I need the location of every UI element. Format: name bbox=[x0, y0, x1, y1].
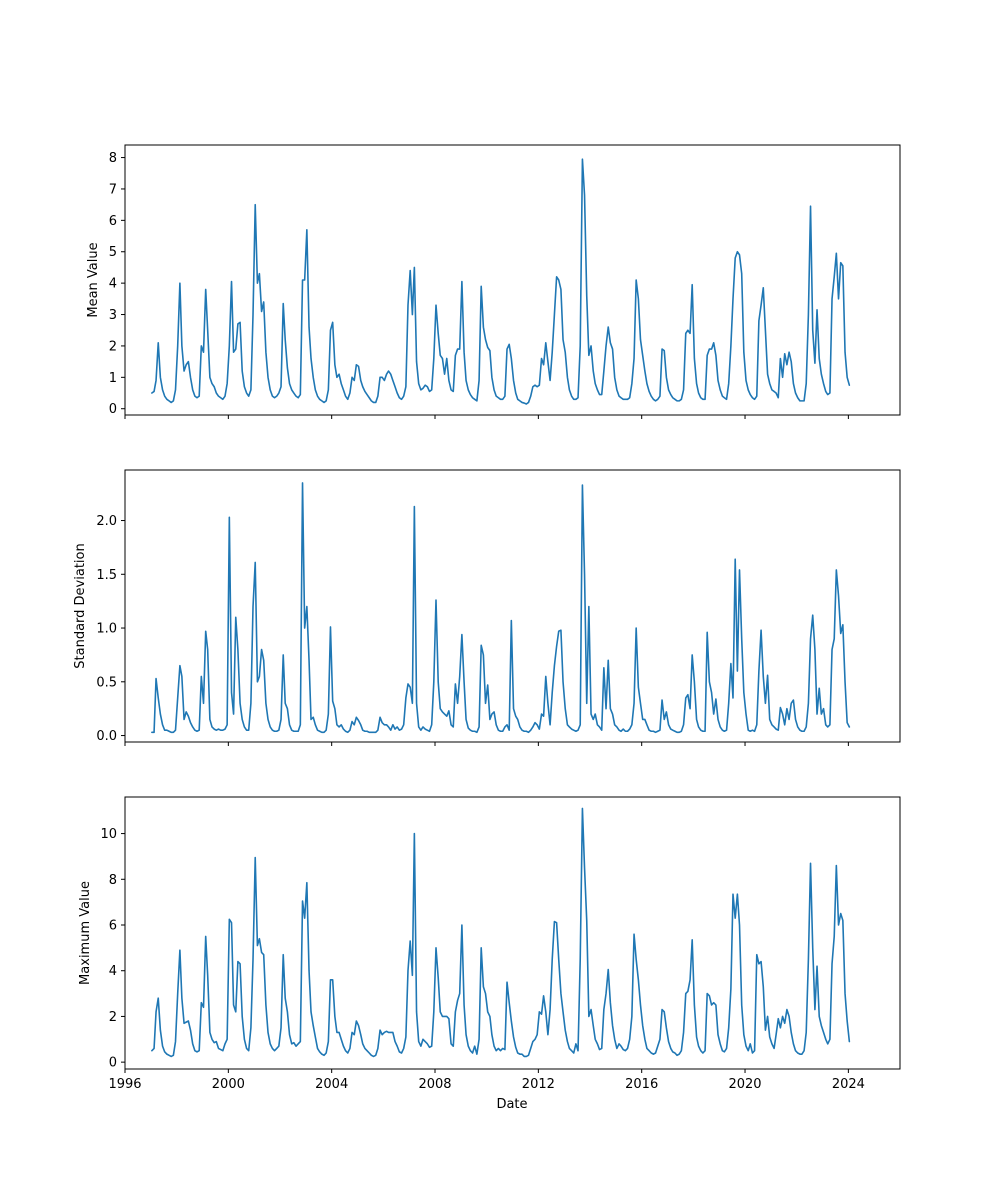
standard-deviation-panel: Standard Deviation 0.0 0.5 1.0 1.5 2.0 bbox=[73, 469, 901, 746]
mean-value-ytick-label: 0 bbox=[109, 402, 117, 417]
maximum-value-ytick-label: 8 bbox=[109, 873, 117, 888]
maximum-value-ytick-label: 10 bbox=[100, 827, 117, 842]
standard-deviation-axes-frame bbox=[124, 469, 901, 743]
mean-value-ytick-label: 8 bbox=[109, 151, 117, 166]
x-tick-label: 1996 bbox=[108, 1077, 141, 1092]
standard-deviation-series-line bbox=[151, 482, 851, 734]
standard-deviation-ytick-label: 0.0 bbox=[96, 729, 117, 744]
maximum-value-ylabel: Maximum Value bbox=[78, 881, 93, 985]
x-tick-label: 2016 bbox=[625, 1077, 658, 1092]
maximum-value-ytick-label: 2 bbox=[109, 1010, 117, 1025]
mean-value-ytick-label: 3 bbox=[109, 308, 117, 323]
mean-value-ytick-label: 2 bbox=[109, 339, 117, 354]
maximum-value-ytick-label: 6 bbox=[109, 919, 117, 934]
mean-value-panel: Mean Value 0 1 2 3 4 5 6 7 8 bbox=[86, 144, 901, 419]
standard-deviation-ytick-label: 1.0 bbox=[96, 622, 117, 637]
maximum-value-ytick-label: 4 bbox=[109, 964, 117, 979]
mean-value-ylabel: Mean Value bbox=[86, 242, 101, 317]
standard-deviation-ytick-label: 1.5 bbox=[96, 568, 117, 583]
x-tick-label: 2000 bbox=[212, 1077, 245, 1092]
maximum-value-ytick-label: 0 bbox=[109, 1056, 117, 1071]
x-tick-label: 2004 bbox=[315, 1077, 348, 1092]
x-tick-label: 2008 bbox=[418, 1077, 451, 1092]
maximum-value-series-line bbox=[151, 807, 851, 1058]
mean-value-series-line bbox=[151, 158, 851, 405]
standard-deviation-ytick-label: 0.5 bbox=[96, 675, 117, 690]
x-tick-label: 2012 bbox=[522, 1077, 555, 1092]
mean-value-ytick-label: 6 bbox=[109, 214, 117, 229]
mean-value-ytick-label: 4 bbox=[109, 277, 117, 292]
standard-deviation-ylabel: Standard Deviation bbox=[73, 543, 88, 668]
x-axis-label: Date bbox=[496, 1097, 527, 1112]
maximum-value-panel: Maximum Value 0 2 4 6 8 10 1996 2000 2004 2008 201… bbox=[78, 796, 901, 1092]
x-tick-label: 2020 bbox=[728, 1077, 761, 1092]
x-tick-label: 2024 bbox=[832, 1077, 865, 1092]
mean-value-axes-frame bbox=[124, 144, 901, 416]
mean-value-ytick-label: 7 bbox=[109, 182, 117, 197]
maximum-value-axes-frame bbox=[124, 796, 901, 1070]
standard-deviation-ytick-label: 2.0 bbox=[96, 514, 117, 529]
mean-value-ytick-label: 1 bbox=[109, 371, 117, 386]
mean-value-ytick-label: 5 bbox=[109, 245, 117, 260]
